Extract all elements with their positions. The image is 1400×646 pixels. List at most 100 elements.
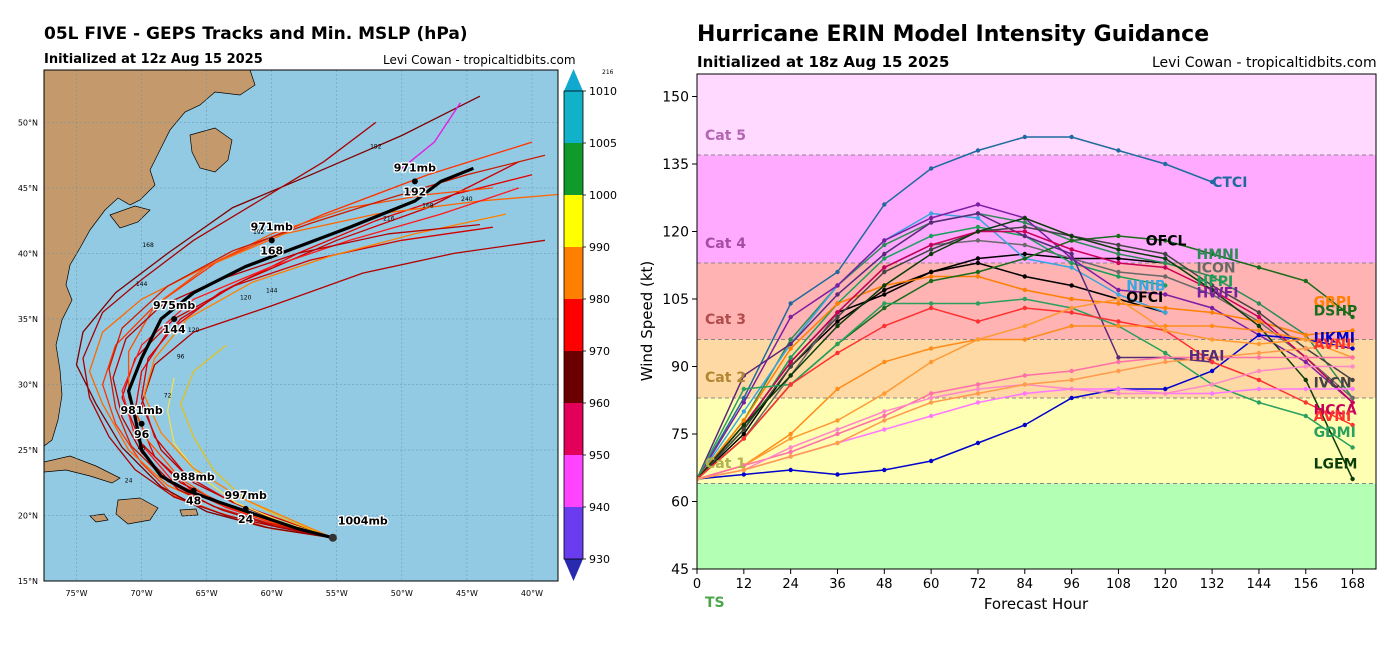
series-point <box>1163 292 1168 297</box>
series-point <box>1069 238 1074 243</box>
series-point <box>1350 346 1355 351</box>
series-point <box>788 454 793 459</box>
y-tick-label: 150 <box>662 90 689 106</box>
series-point <box>1209 283 1215 288</box>
colorbar-segment <box>564 351 583 403</box>
mean-track-point <box>242 505 249 512</box>
series-point <box>1256 368 1262 374</box>
series-point <box>1256 328 1262 333</box>
land-nova-scotia <box>109 205 151 229</box>
series-point <box>1069 283 1074 288</box>
series-point <box>788 382 793 387</box>
series-point <box>1256 323 1262 329</box>
series-point <box>835 418 840 423</box>
series-point <box>1350 355 1355 360</box>
series-point <box>1116 292 1121 297</box>
series-point <box>788 449 793 455</box>
series-point <box>1209 287 1215 293</box>
series-point <box>1022 373 1027 378</box>
mean-mslp-label: 975mb <box>153 299 195 312</box>
series-point <box>882 269 887 275</box>
left-chart-subtitle: Initialized at 12z Aug 15 2025 <box>44 52 263 67</box>
series-point <box>882 256 887 261</box>
colorbar-tick-label: 970 <box>589 345 610 358</box>
series-end-label: IVCN <box>1314 375 1352 391</box>
series-point <box>975 224 981 230</box>
series-point <box>975 337 981 342</box>
series-point <box>1116 274 1121 279</box>
series-point <box>1209 323 1215 329</box>
x-tick-label: 36 <box>829 577 846 592</box>
series-point <box>1163 350 1168 356</box>
series-point <box>882 242 887 248</box>
track-hour-label: 216 <box>383 216 395 223</box>
series-point <box>975 274 981 279</box>
series-point <box>1163 310 1168 315</box>
series-point <box>1256 319 1262 324</box>
series-point <box>1303 337 1308 342</box>
series-point <box>1022 215 1027 221</box>
series-point <box>975 256 981 261</box>
series-point <box>1163 355 1168 360</box>
series-point <box>928 301 934 306</box>
land-newfoundland <box>189 127 233 173</box>
series-point <box>1163 283 1168 288</box>
series-point <box>1350 377 1355 383</box>
colorbar-tick-label: 940 <box>589 501 610 514</box>
series-point <box>928 215 934 221</box>
series-point <box>1209 359 1215 365</box>
series-point <box>1350 386 1355 392</box>
series-point <box>1022 242 1027 248</box>
series-point <box>1163 391 1168 396</box>
series-point <box>928 242 934 248</box>
y-tick-label: 90 <box>671 360 689 376</box>
series-point <box>1116 296 1121 302</box>
series-point <box>1256 355 1262 360</box>
y-tick-label: 120 <box>662 225 689 241</box>
colorbar-tick-label: 1005 <box>589 137 617 150</box>
series-point <box>1303 377 1308 383</box>
series-point <box>1303 400 1308 405</box>
series-point <box>882 409 887 414</box>
series-point <box>882 467 887 473</box>
series-point <box>788 355 793 360</box>
colorbar-segment <box>564 507 583 559</box>
series-point <box>882 413 887 419</box>
y-axis-label: Wind Speed (kt) <box>640 261 656 382</box>
series-point <box>835 427 840 432</box>
series-point <box>928 251 934 257</box>
mean-hour-label: 24 <box>238 513 254 526</box>
lon-tick-label: 60°W <box>261 589 283 598</box>
series-point <box>1350 364 1355 369</box>
category-band-label: Cat 3 <box>705 312 746 328</box>
track-hour-label: 24 <box>125 478 133 485</box>
series-point <box>835 301 840 306</box>
series-end-label: NNIB <box>1126 279 1165 295</box>
series-point <box>975 215 981 221</box>
series-point <box>835 283 840 288</box>
series-end-label: HMNI <box>1196 247 1239 263</box>
track-hour-label: 96 <box>177 353 185 360</box>
series-point <box>975 382 981 387</box>
series-point <box>1303 359 1308 365</box>
category-band-label: Cat 5 <box>705 128 746 144</box>
series-point <box>1303 346 1308 351</box>
series-point <box>1116 355 1121 360</box>
right-chart-credit: Levi Cowan - tropicaltidbits.com <box>1152 55 1377 71</box>
track-hour-label: 168 <box>422 203 434 210</box>
left-chart-credit: Levi Cowan - tropicaltidbits.com <box>383 53 576 67</box>
series-point <box>1256 400 1262 405</box>
series-point <box>1256 314 1262 320</box>
series-point <box>1163 359 1168 365</box>
series-line <box>697 136 1213 480</box>
series-point <box>1116 319 1121 324</box>
series-point <box>1163 161 1168 167</box>
series-point <box>1209 274 1215 279</box>
series-point <box>1350 476 1355 482</box>
series-point <box>1022 296 1027 302</box>
series-point <box>788 346 793 351</box>
series-point <box>835 386 840 392</box>
series-point <box>975 301 981 306</box>
series-point <box>1022 256 1027 261</box>
series-point <box>1163 238 1168 243</box>
